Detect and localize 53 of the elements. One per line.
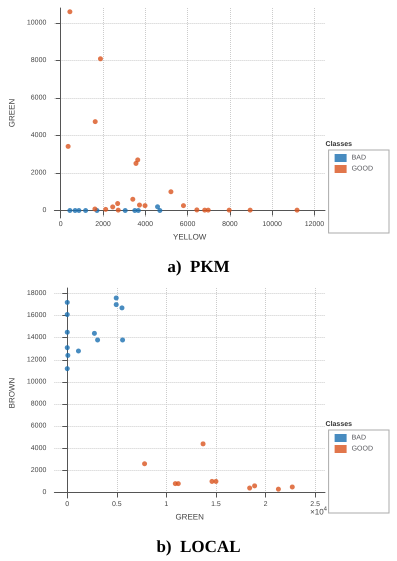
point xyxy=(120,337,126,342)
point xyxy=(76,208,82,213)
x-axis-title: GREEN xyxy=(175,512,204,522)
point xyxy=(176,481,181,486)
x-axis-title: YELLOW xyxy=(173,232,207,242)
point xyxy=(122,208,128,213)
point xyxy=(67,208,72,213)
point xyxy=(92,119,98,124)
point xyxy=(64,330,70,335)
y-axis-title: BROWN xyxy=(8,377,16,408)
point xyxy=(116,208,121,213)
point xyxy=(64,300,70,305)
point xyxy=(114,302,119,308)
point xyxy=(206,208,211,213)
point xyxy=(130,196,136,202)
point xyxy=(92,330,97,336)
point xyxy=(66,144,71,149)
point xyxy=(226,208,232,213)
point xyxy=(247,486,252,491)
point xyxy=(252,483,258,488)
text: a) PKM xyxy=(167,257,230,276)
point xyxy=(290,484,295,490)
point xyxy=(142,461,148,466)
point xyxy=(157,208,162,213)
point xyxy=(67,9,72,14)
y-axis-title: GREEN xyxy=(8,98,16,128)
point xyxy=(115,201,120,206)
point xyxy=(200,441,206,446)
point xyxy=(294,208,300,213)
point xyxy=(194,207,200,212)
point xyxy=(168,189,174,194)
point xyxy=(276,486,281,492)
point xyxy=(136,208,141,213)
point xyxy=(103,206,108,212)
point xyxy=(65,352,70,358)
point xyxy=(142,203,148,208)
point xyxy=(248,208,253,213)
point xyxy=(98,56,103,62)
point xyxy=(64,366,70,372)
point xyxy=(76,348,81,354)
point xyxy=(83,208,88,213)
point xyxy=(119,305,124,310)
point xyxy=(136,202,142,208)
point xyxy=(110,204,116,210)
point xyxy=(213,478,218,484)
point xyxy=(114,295,119,300)
point xyxy=(95,337,100,342)
point xyxy=(135,157,140,162)
point xyxy=(180,203,186,208)
point xyxy=(64,312,70,318)
text: b) LOCAL xyxy=(156,537,241,556)
point xyxy=(64,345,70,350)
point xyxy=(155,204,160,210)
